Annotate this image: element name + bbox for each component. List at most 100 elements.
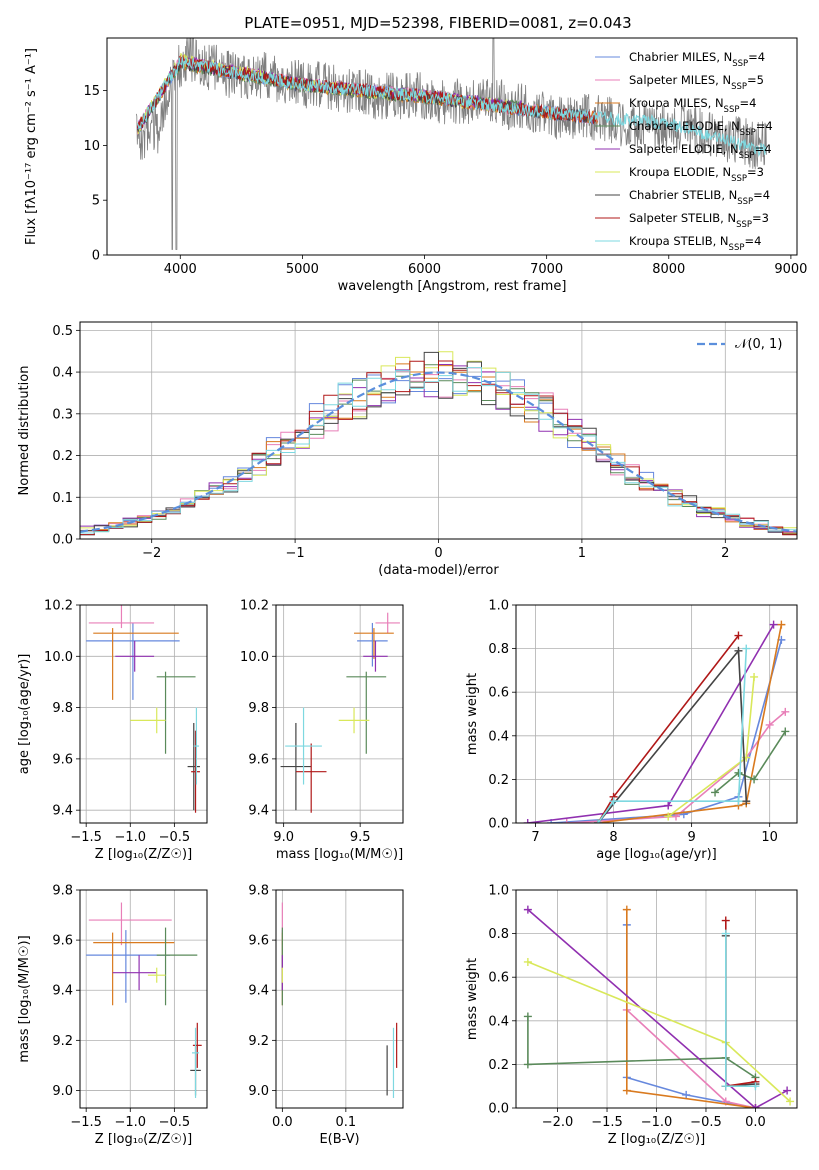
plus-marker — [711, 788, 720, 797]
x-tick-label: −1.5 — [70, 830, 102, 845]
errorbar-point — [295, 743, 327, 813]
errorbar-point — [86, 622, 180, 700]
x-axis-label: Z [log₁₀(Z/Z☉)] — [95, 847, 192, 862]
series-line-chabrier-miles — [625, 924, 756, 1108]
legend-spectrum: Chabrier MILES, NSSP=4 Salpeter MILES, NS… — [595, 50, 773, 253]
y-tick-label: 9.6 — [52, 934, 73, 949]
plus-marker — [523, 905, 532, 914]
x-tick-label: 1 — [578, 546, 586, 561]
x-tick-label: −0.5 — [159, 830, 191, 845]
plus-marker — [751, 1104, 760, 1108]
errorbar-point — [93, 628, 179, 700]
y-tick-label: 0.3 — [52, 407, 73, 422]
y-tick-label: 9.4 — [52, 984, 73, 999]
legend-label: Chabrier ELODIE, NSSP=4 — [629, 119, 773, 138]
series-line-salpeter-stelib — [597, 635, 740, 823]
axes-frame — [275, 604, 404, 824]
axes-frame — [106, 37, 798, 256]
series-line-chabrier-elodie — [714, 730, 786, 794]
series-line-salpeter-stelib — [137, 54, 596, 130]
plus-marker — [523, 957, 532, 966]
axes-frame — [79, 321, 798, 540]
errorbar-point — [156, 927, 198, 1006]
panel-mass-weight-vs-age: 7 8 9 10 0.0 0.2 0.4 0.6 0.8 1.0 age [log₁₀(age/yr… — [465, 599, 798, 862]
plot-area — [523, 905, 795, 1108]
legend-label-subscript: SSP — [731, 82, 747, 92]
x-axis-label: E(B-V) — [319, 1132, 359, 1147]
errorbar-point — [156, 671, 196, 754]
legend-label: Salpeter MILES, NSSP=5 — [629, 73, 764, 92]
panel-mass-vs-Z: −1.5 −1.0 −0.5 9.0 9.2 9.4 9.6 9.8 Z [log₁₀(Z/Z☉… — [17, 884, 208, 1147]
y-tick-label: 10 — [83, 139, 100, 154]
y-tick-label: 0.1 — [52, 491, 73, 506]
y-tick-label: 9.0 — [248, 1084, 269, 1099]
y-tick-label: 0.5 — [52, 324, 73, 339]
errorbar-point — [338, 707, 370, 734]
x-tick-label: 9.0 — [273, 830, 294, 845]
legend-label: Kroupa STELIB, NSSP=4 — [629, 234, 761, 253]
x-tick-label: 0.0 — [745, 1115, 766, 1130]
legend-label-suffix: =4 — [739, 96, 756, 110]
x-tick-label: −2.0 — [542, 1115, 574, 1130]
x-tick-label: 0 — [434, 546, 442, 561]
plus-marker — [769, 620, 778, 629]
errorbar-point — [346, 671, 387, 754]
series-line-chabrier-elodie — [527, 1016, 756, 1079]
x-axis-label: mass [log₁₀(M/M☉)] — [276, 847, 403, 862]
y-tick-label: 0.4 — [488, 729, 509, 744]
y-tick-label: 9.8 — [52, 701, 73, 716]
series-line-kroupa-stelib — [724, 933, 756, 1087]
legend-label: Chabrier MILES, NSSP=4 — [629, 50, 765, 69]
axes-frame — [79, 889, 208, 1109]
errorbar-point — [115, 640, 155, 672]
plus-marker — [765, 720, 774, 729]
y-tick-label: 0.8 — [488, 642, 509, 657]
panel-residual-hist: −2 −1 0 1 2 0.0 0.1 0.2 0.3 0.4 0.5 (data-model)/er… — [17, 321, 798, 578]
legend-label: 𝒩(0, 1) — [735, 337, 782, 352]
legend-label: Salpeter STELIB, NSSP=3 — [629, 211, 769, 230]
x-tick-label: 7 — [531, 830, 539, 845]
y-tick-label: 0.0 — [488, 817, 509, 832]
y-tick-label: 0.4 — [52, 366, 73, 381]
series-line-chabrier-stelib — [724, 935, 756, 1088]
errorbar-point — [86, 930, 170, 1003]
errorbar-point — [285, 707, 322, 785]
plus-marker — [751, 1082, 760, 1091]
plus-marker — [783, 1086, 792, 1095]
plot-area — [280, 612, 400, 813]
y-tick-label: 0.2 — [52, 449, 73, 464]
y-tick-label: 0.0 — [52, 533, 73, 548]
y-tick-label: 9.6 — [248, 752, 269, 767]
plot-area — [135, 38, 767, 250]
y-tick-label: 15 — [83, 84, 100, 99]
plot-area — [80, 351, 797, 536]
series-line-kroupa-miles — [597, 624, 783, 823]
y-tick-label: 5 — [92, 194, 100, 209]
errorbar-point — [130, 707, 166, 734]
y-axis-label: Normed distribution — [17, 366, 32, 496]
plus-marker — [523, 1060, 532, 1069]
errorbar-point — [147, 967, 166, 983]
x-tick-label: 2 — [721, 546, 729, 561]
errorbar-point — [88, 902, 172, 946]
legend-label-subscript: SSP — [724, 105, 740, 115]
y-tick-label: 0.0 — [488, 1102, 509, 1117]
legend-label-suffix: =4 — [756, 119, 773, 133]
axes-frame — [515, 604, 798, 824]
errorbar-point — [192, 1027, 200, 1098]
y-tick-label: 1.0 — [488, 884, 509, 899]
plus-marker — [750, 672, 759, 681]
errorbar-point — [354, 628, 394, 659]
x-tick-label: −1.5 — [591, 1115, 623, 1130]
plot-area — [86, 902, 202, 1098]
plot-area — [523, 620, 790, 823]
plus-marker — [664, 801, 673, 810]
plus-marker — [742, 797, 751, 806]
y-axis-label: age [log₁₀(age/yr)] — [17, 654, 32, 775]
series-line-kroupa-stelib — [137, 56, 767, 158]
y-tick-label: 10.0 — [44, 650, 73, 665]
plus-marker — [609, 797, 618, 806]
y-tick-label: 10.2 — [240, 599, 269, 614]
x-tick-label: −1.5 — [70, 1115, 102, 1130]
y-tick-label: 0.6 — [488, 971, 509, 986]
